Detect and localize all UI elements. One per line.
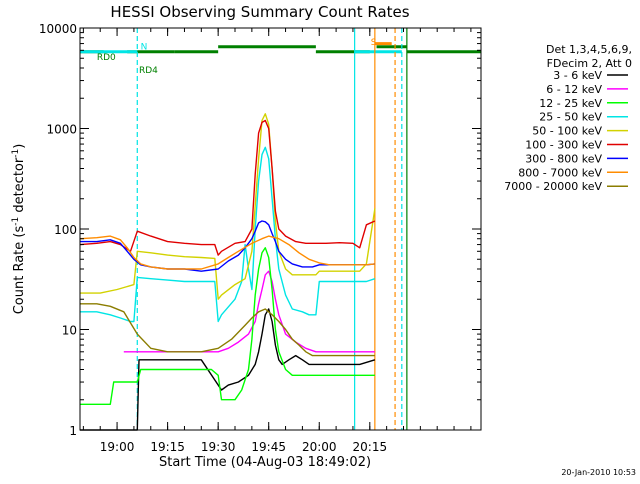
legend: Det 1,3,4,5,6,9,FDecim 2, Att 03 - 6 keV… xyxy=(504,43,632,193)
x-tick-label: 19:00 xyxy=(100,440,135,454)
legend-label: 12 - 25 keV xyxy=(539,97,602,110)
series-line-4 xyxy=(80,146,376,323)
y-tick-label: 10 xyxy=(62,324,77,338)
s-label: S xyxy=(371,38,377,48)
series-line-8 xyxy=(79,235,375,270)
legend-header: FDecim 2, Att 0 xyxy=(547,57,632,70)
x-axis: 19:00 19:15 19:30 19:45 20:00 20:15 xyxy=(82,28,472,454)
x-tick-label: 19:30 xyxy=(201,440,236,454)
y-tick-label: 1000 xyxy=(46,123,77,137)
series-line-6 xyxy=(79,119,376,256)
y-tick-label: 10000 xyxy=(39,22,77,36)
y-tick-label: 1 xyxy=(69,424,77,438)
timestamp-label: 20-Jan-2010 10:53 xyxy=(561,468,636,477)
rd4-label: RD4 xyxy=(139,66,158,76)
series-line-3 xyxy=(80,247,375,405)
legend-label: 7000 - 20000 keV xyxy=(504,180,602,193)
legend-label: 3 - 6 keV xyxy=(553,69,602,82)
legend-header: Det 1,3,4,5,6,9, xyxy=(546,43,632,56)
legend-label: 300 - 800 keV xyxy=(525,152,602,165)
y-tick-label: 100 xyxy=(54,223,77,237)
x-tick-label: 20:15 xyxy=(353,440,388,454)
series-line-1 xyxy=(80,308,376,431)
n-label: N xyxy=(141,43,148,53)
series-line-7 xyxy=(80,220,375,272)
legend-label: 800 - 7000 keV xyxy=(518,166,602,179)
chart-title: HESSI Observing Summary Count Rates xyxy=(110,3,409,21)
x-tick-label: 19:15 xyxy=(150,440,185,454)
x-tick-label: 19:45 xyxy=(251,440,286,454)
plot-content: RD0 RD4 N S xyxy=(79,28,481,431)
series-line-5 xyxy=(80,113,376,300)
x-tick-label: 20:00 xyxy=(302,440,337,454)
legend-label: 50 - 100 keV xyxy=(532,125,602,138)
x-axis-label: Start Time (04-Aug-03 18:49:02) xyxy=(159,455,371,470)
y-axis-label: Count Rate (s-1 detector-1) xyxy=(11,144,27,315)
legend-label: 100 - 300 keV xyxy=(525,139,602,152)
rd0-label: RD0 xyxy=(97,53,116,63)
legend-label: 25 - 50 keV xyxy=(539,111,602,124)
series-line-9 xyxy=(80,303,375,357)
legend-label: 6 - 12 keV xyxy=(546,83,602,96)
y-axis: 1 10 100 1000 10000 xyxy=(39,22,481,438)
